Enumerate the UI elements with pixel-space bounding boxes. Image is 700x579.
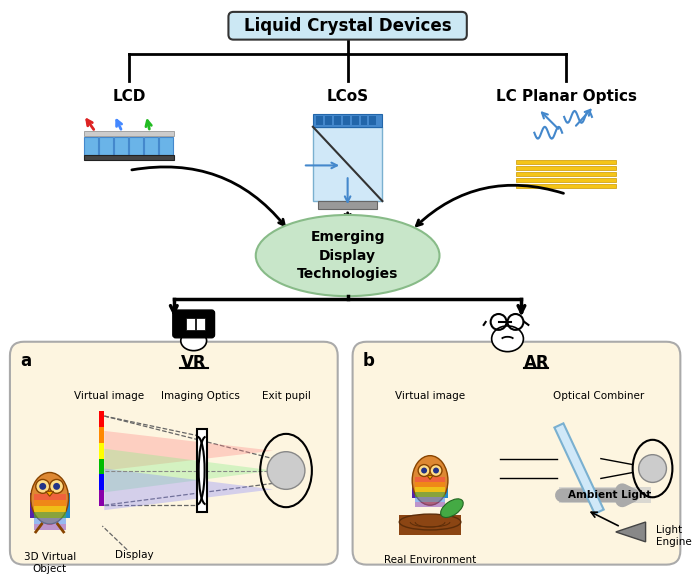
Bar	[517, 178, 616, 182]
Bar	[517, 166, 616, 170]
Bar	[517, 184, 616, 188]
Bar	[34, 500, 66, 506]
Bar	[334, 116, 341, 125]
Bar	[186, 318, 195, 330]
Bar	[415, 478, 445, 482]
Bar	[415, 502, 445, 507]
Polygon shape	[427, 475, 433, 479]
Circle shape	[418, 464, 430, 477]
Bar	[144, 137, 158, 155]
Bar	[316, 116, 323, 125]
Bar	[99, 490, 104, 506]
Text: Imaging Optics: Imaging Optics	[161, 391, 240, 401]
Circle shape	[430, 464, 442, 477]
Bar	[99, 443, 104, 459]
Circle shape	[267, 452, 305, 489]
Bar	[399, 515, 461, 535]
Bar	[34, 494, 66, 500]
Bar	[415, 497, 445, 502]
Ellipse shape	[31, 472, 69, 524]
Text: a: a	[20, 351, 31, 369]
Bar	[318, 201, 377, 209]
Bar	[559, 488, 650, 503]
Bar	[34, 512, 66, 518]
Bar	[517, 160, 616, 164]
Text: Real Environment: Real Environment	[384, 555, 476, 565]
Polygon shape	[46, 492, 54, 496]
Bar	[343, 116, 349, 125]
Text: Liquid Crystal Devices: Liquid Crystal Devices	[244, 17, 452, 35]
FancyBboxPatch shape	[10, 342, 337, 565]
Polygon shape	[412, 477, 424, 499]
Polygon shape	[104, 468, 273, 510]
Bar	[325, 116, 332, 125]
Text: VR: VR	[181, 354, 206, 372]
Text: Emerging
Display
Technologies: Emerging Display Technologies	[297, 230, 398, 281]
Bar	[34, 518, 66, 524]
Bar	[415, 482, 445, 488]
Bar	[370, 116, 377, 125]
Text: LC Planar Optics: LC Planar Optics	[496, 89, 636, 104]
Circle shape	[50, 479, 64, 493]
Circle shape	[36, 479, 50, 493]
Bar	[114, 137, 128, 155]
Bar	[415, 492, 445, 497]
Polygon shape	[30, 493, 42, 518]
Bar	[99, 474, 104, 490]
Ellipse shape	[491, 326, 524, 351]
Text: Virtual image: Virtual image	[74, 391, 144, 401]
Circle shape	[433, 468, 439, 474]
Bar	[34, 506, 66, 512]
Text: Optical Combiner: Optical Combiner	[553, 391, 645, 401]
Text: Virtual image: Virtual image	[395, 391, 465, 401]
Text: Light
Engine: Light Engine	[655, 525, 692, 547]
Polygon shape	[554, 423, 603, 514]
Text: LCD: LCD	[113, 89, 146, 104]
Bar	[34, 524, 66, 530]
Bar	[85, 137, 98, 155]
Ellipse shape	[256, 215, 440, 296]
Circle shape	[39, 483, 46, 490]
Bar	[99, 411, 104, 427]
Bar	[99, 427, 104, 443]
Text: AR: AR	[524, 354, 549, 372]
Bar	[99, 137, 113, 155]
FancyBboxPatch shape	[173, 310, 214, 338]
Polygon shape	[57, 493, 69, 518]
Bar	[196, 318, 204, 330]
Polygon shape	[104, 449, 273, 492]
Ellipse shape	[181, 331, 206, 351]
Polygon shape	[104, 431, 273, 471]
Bar	[313, 127, 382, 201]
Text: LCoS: LCoS	[327, 89, 369, 104]
Circle shape	[53, 483, 60, 490]
Bar	[415, 488, 445, 492]
Text: Exit pupil: Exit pupil	[262, 391, 311, 401]
Bar	[129, 137, 143, 155]
Bar	[313, 114, 382, 127]
Bar	[360, 116, 368, 125]
Text: Display: Display	[115, 550, 153, 560]
Bar	[159, 137, 173, 155]
FancyBboxPatch shape	[228, 12, 467, 39]
Bar	[351, 116, 358, 125]
Polygon shape	[616, 522, 645, 542]
Ellipse shape	[399, 514, 461, 530]
Ellipse shape	[412, 456, 448, 505]
Text: b: b	[363, 351, 375, 369]
Bar	[517, 173, 616, 177]
FancyBboxPatch shape	[353, 342, 680, 565]
Bar	[85, 131, 174, 135]
Circle shape	[638, 455, 666, 482]
Text: 3D Virtual
Object: 3D Virtual Object	[24, 552, 76, 574]
Bar	[99, 459, 104, 474]
Circle shape	[421, 468, 427, 474]
Text: Ambient Light: Ambient Light	[568, 490, 652, 500]
FancyArrowPatch shape	[562, 490, 632, 500]
Ellipse shape	[440, 499, 463, 518]
Bar	[197, 429, 206, 512]
Bar	[85, 155, 174, 160]
Polygon shape	[436, 477, 448, 499]
